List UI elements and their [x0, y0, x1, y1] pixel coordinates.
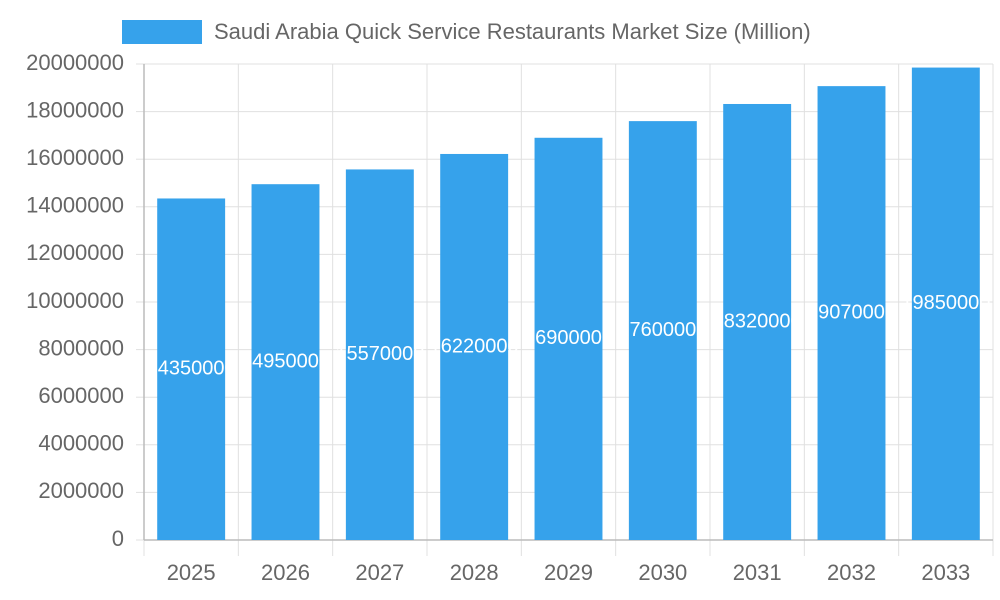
bar: [157, 198, 226, 540]
x-tick-label: 2033: [921, 560, 970, 585]
bar: [817, 86, 886, 540]
value-label: 14950000: [241, 350, 330, 372]
y-tick-label: 6000000: [38, 383, 124, 408]
bar: [534, 137, 603, 540]
y-tick-label: 18000000: [26, 97, 124, 122]
y-tick-label: 14000000: [26, 193, 124, 218]
legend-label: Saudi Arabia Quick Service Restaurants M…: [214, 19, 811, 44]
x-tick-label: 2025: [167, 560, 216, 585]
value-label: 15570000: [335, 343, 424, 365]
value-label: 17600000: [618, 319, 707, 341]
bar: [345, 169, 414, 540]
y-tick-label: 10000000: [26, 288, 124, 313]
y-tick-label: 16000000: [26, 145, 124, 170]
y-tick-label: 12000000: [26, 240, 124, 265]
legend-swatch: [122, 20, 202, 44]
bar: [911, 67, 980, 540]
y-tick-label: 8000000: [38, 335, 124, 360]
x-tick-label: 2028: [450, 560, 499, 585]
value-label: 18320000: [713, 310, 802, 332]
y-tick-label: 4000000: [38, 431, 124, 456]
bar: [723, 103, 792, 540]
bar: [628, 121, 697, 541]
value-label: 19850000: [901, 292, 990, 314]
value-label: 14350000: [147, 358, 236, 380]
x-tick-label: 2030: [638, 560, 687, 585]
x-tick-label: 2027: [355, 560, 404, 585]
value-label: 19070000: [807, 301, 896, 323]
bar: [440, 153, 509, 541]
value-label: 16900000: [524, 327, 613, 349]
value-label: 16220000: [430, 335, 519, 357]
x-tick-label: 2032: [827, 560, 876, 585]
x-tick-label: 2026: [261, 560, 310, 585]
y-tick-label: 2000000: [38, 478, 124, 503]
bar: [251, 184, 320, 540]
x-tick-label: 2029: [544, 560, 593, 585]
y-tick-label: 0: [112, 526, 124, 551]
x-tick-label: 2031: [733, 560, 782, 585]
y-tick-label: 20000000: [26, 50, 124, 75]
